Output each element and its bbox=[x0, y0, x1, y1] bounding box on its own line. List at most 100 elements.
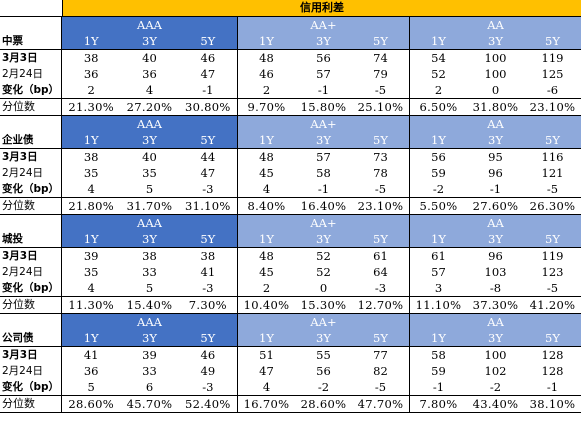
table-cell: 45.70% bbox=[126, 397, 173, 411]
row-label: 分位数 bbox=[0, 99, 62, 115]
block-0: AAA AA+ AA 中票 1Y 3Y 5Y 1Y 3Y 5Y 1Y 3Y 5Y 3月3日 38 40 46 48… bbox=[0, 17, 581, 116]
table-cell: -1 bbox=[317, 182, 330, 196]
table-cell: 15.80% bbox=[300, 100, 347, 114]
block-name: 中票 bbox=[0, 33, 62, 49]
tenor-group: 1Y 3Y 5Y bbox=[410, 231, 581, 247]
block-name: 城投 bbox=[0, 231, 62, 247]
table-cell: 52 bbox=[431, 67, 446, 81]
table-cell: -1 bbox=[202, 83, 214, 97]
group-header: AA bbox=[410, 314, 581, 330]
table-cell: 64 bbox=[373, 265, 388, 279]
table-cell: 9.70% bbox=[247, 100, 286, 114]
title-row: 信用利差 bbox=[0, 0, 581, 17]
group-header: AA bbox=[410, 116, 581, 132]
group-header-row: AAA AA+ AA bbox=[0, 17, 581, 33]
tenor-group: 1Y 3Y 5Y bbox=[62, 33, 238, 49]
tenor-header: 5Y bbox=[545, 34, 560, 48]
table-cell: 46 bbox=[200, 51, 216, 65]
table-cell: 36 bbox=[142, 67, 157, 81]
tenor-group: 1Y 3Y 5Y bbox=[238, 33, 410, 49]
value-group: 47 56 82 bbox=[238, 363, 410, 379]
table-cell: 37.30% bbox=[472, 298, 519, 312]
table-cell: 61 bbox=[373, 249, 388, 263]
table-cell: 2 bbox=[87, 83, 95, 97]
table-cell: 23.10% bbox=[529, 100, 576, 114]
table-cell: 15.30% bbox=[300, 298, 347, 312]
table-cell: -1 bbox=[489, 182, 502, 196]
tenor-header: 1Y bbox=[259, 133, 274, 147]
table-cell: 48 bbox=[259, 249, 274, 263]
tenor-group: 1Y 3Y 5Y bbox=[62, 330, 238, 346]
table-cell: 78 bbox=[373, 166, 388, 180]
tenor-group: 1Y 3Y 5Y bbox=[238, 231, 410, 247]
value-group: 5 6 -3 bbox=[62, 379, 238, 395]
table-cell: 52 bbox=[316, 249, 331, 263]
table-cell: 116 bbox=[541, 150, 564, 164]
table-cell: 4 bbox=[87, 281, 95, 295]
table-row: 2月24日 36 33 49 47 56 82 59 102 128 bbox=[0, 363, 581, 379]
tenor-header: 5Y bbox=[373, 34, 388, 48]
value-group: 59 102 128 bbox=[410, 363, 581, 379]
table-cell: 41.20% bbox=[529, 298, 576, 312]
table-cell: 47.70% bbox=[357, 397, 404, 411]
table-cell: 5 bbox=[145, 182, 154, 196]
tenor-group: 1Y 3Y 5Y bbox=[410, 132, 581, 148]
table-cell: -1 bbox=[432, 380, 445, 394]
tenor-header: 5Y bbox=[545, 133, 560, 147]
tenor-header-row: 城投 1Y 3Y 5Y 1Y 3Y 5Y 1Y 3Y 5Y bbox=[0, 231, 581, 248]
table-body: AAA AA+ AA 中票 1Y 3Y 5Y 1Y 3Y 5Y 1Y 3Y 5Y 3月3日 38 40 46 48… bbox=[0, 17, 581, 413]
group-header: AAA bbox=[62, 215, 238, 231]
value-group: 45 52 64 bbox=[238, 264, 410, 280]
table-cell: 10.40% bbox=[243, 298, 290, 312]
value-group: 46 57 79 bbox=[238, 66, 410, 82]
tenor-group: 1Y 3Y 5Y bbox=[238, 132, 410, 148]
block-name: 企业债 bbox=[0, 132, 62, 148]
table-cell: -3 bbox=[202, 380, 214, 394]
value-group: 36 36 47 bbox=[62, 66, 238, 82]
table-cell: 121 bbox=[541, 166, 564, 180]
table-cell: 0 bbox=[319, 281, 328, 295]
table-cell: -1 bbox=[546, 380, 559, 394]
block-1: AAA AA+ AA 企业债 1Y 3Y 5Y 1Y 3Y 5Y 1Y 3Y 5Y 3月3日 38 40 44 4… bbox=[0, 116, 581, 215]
table-cell: 49 bbox=[200, 364, 216, 378]
table-cell: 128 bbox=[541, 364, 564, 378]
tenor-header: 3Y bbox=[142, 232, 157, 246]
table-cell: -6 bbox=[546, 83, 559, 97]
table-row: 3月3日 39 38 38 48 52 61 61 96 119 bbox=[0, 248, 581, 264]
value-group: 35 35 47 bbox=[62, 165, 238, 181]
tenor-header: 5Y bbox=[200, 34, 216, 48]
group-header: AA+ bbox=[238, 215, 410, 231]
table-row: 变化（bp） 2 4 -1 2 -1 -5 2 0 -6 bbox=[0, 82, 581, 98]
table-row: 分位数 21.30% 27.20% 30.80% 9.70% 15.80% 25.10% 6.… bbox=[0, 98, 581, 115]
tenor-header: 5Y bbox=[373, 133, 388, 147]
value-group: 21.30% 27.20% 30.80% bbox=[62, 99, 238, 115]
block-3: AAA AA+ AA 公司债 1Y 3Y 5Y 1Y 3Y 5Y 1Y 3Y 5Y 3月3日 41 39 46 5… bbox=[0, 314, 581, 413]
table-cell: 119 bbox=[541, 249, 564, 263]
table-cell: 2 bbox=[434, 83, 443, 97]
table-cell: 8.40% bbox=[247, 199, 286, 213]
table-cell: 27.60% bbox=[472, 199, 519, 213]
value-group: 38 40 44 bbox=[62, 149, 238, 165]
table-cell: 95 bbox=[488, 150, 503, 164]
group-header: AA+ bbox=[238, 116, 410, 132]
tenor-header: 3Y bbox=[488, 232, 503, 246]
tenor-header: 1Y bbox=[431, 133, 446, 147]
value-group: 56 95 116 bbox=[410, 149, 581, 165]
table-cell: 58 bbox=[431, 348, 446, 362]
table-cell: 44 bbox=[200, 150, 216, 164]
table-row: 2月24日 35 33 41 45 52 64 57 103 123 bbox=[0, 264, 581, 280]
table-cell: 35 bbox=[142, 166, 157, 180]
value-group: 8.40% 16.40% 23.10% bbox=[238, 198, 410, 214]
value-group: 7.80% 43.40% 38.10% bbox=[410, 396, 581, 412]
table-cell: 40 bbox=[142, 150, 157, 164]
row-label: 变化（bp） bbox=[0, 181, 62, 197]
table-row: 分位数 28.60% 45.70% 52.40% 16.70% 28.60% 47.70% 7… bbox=[0, 395, 581, 412]
table-cell: 4 bbox=[262, 380, 271, 394]
table-cell: 6.50% bbox=[419, 100, 458, 114]
table-cell: 56 bbox=[431, 150, 446, 164]
table-cell: 103 bbox=[484, 265, 507, 279]
table-row: 分位数 11.30% 15.40% 7.30% 10.40% 15.30% 12.70% 11… bbox=[0, 296, 581, 313]
table-cell: 33 bbox=[142, 364, 157, 378]
value-group: 6.50% 31.80% 23.10% bbox=[410, 99, 581, 115]
value-group: 48 56 74 bbox=[238, 50, 410, 66]
